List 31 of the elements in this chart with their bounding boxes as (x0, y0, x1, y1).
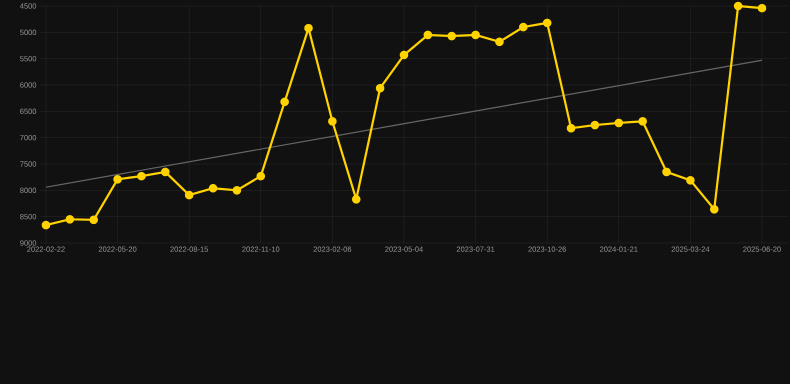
point (400, 50, 408, 60)
point (256, 172, 266, 180)
point (352, 194, 361, 204)
point (734, 2, 742, 10)
point (66, 215, 74, 224)
point (89, 216, 98, 224)
point (328, 117, 337, 126)
point (447, 32, 456, 40)
point (232, 186, 242, 195)
point (566, 124, 576, 132)
point (184, 190, 194, 200)
point (137, 172, 146, 180)
point (304, 24, 313, 32)
point (495, 38, 504, 46)
point (424, 30, 432, 40)
point (662, 168, 671, 176)
point (590, 120, 600, 130)
point (758, 4, 766, 12)
point (376, 84, 384, 92)
point (208, 184, 218, 193)
point (614, 118, 624, 128)
point (280, 98, 289, 106)
point (161, 168, 170, 176)
point (471, 30, 480, 40)
point (42, 220, 50, 230)
point (710, 205, 719, 214)
point (113, 174, 122, 184)
point (542, 18, 552, 28)
point (638, 117, 647, 126)
point (686, 176, 695, 185)
point (519, 22, 528, 32)
